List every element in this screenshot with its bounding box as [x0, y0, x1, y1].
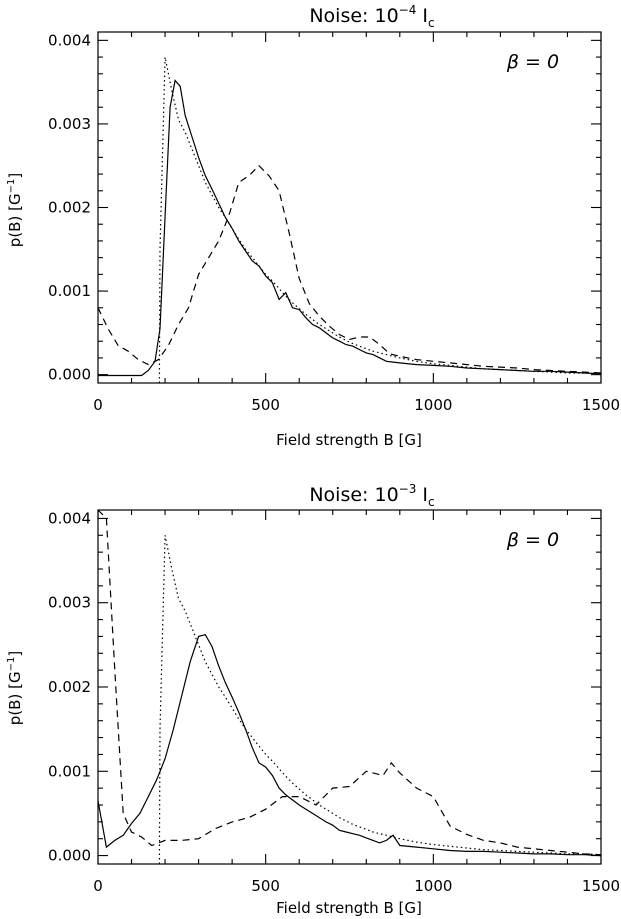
x-tick-label: 1000: [414, 396, 452, 414]
series-solid-line: [97, 634, 602, 857]
panel-top-frame: [97, 31, 602, 384]
panel-bottom: Noise: 10−3 Ic β = 0 Field strength B [G…: [6, 482, 620, 917]
panel-bottom-annotation: β = 0: [506, 529, 559, 551]
x-tick-label: 500: [251, 396, 280, 414]
x-tick-label: 0: [93, 396, 103, 414]
y-tick-label: 0.004: [48, 509, 91, 527]
x-tick-label: 500: [251, 877, 280, 895]
y-tick-label: 0.004: [48, 31, 91, 49]
panel-bottom-xlabel: Field strength B [G]: [276, 899, 422, 917]
y-tick-label: 0.001: [48, 762, 91, 780]
y-tick-label: 0.002: [48, 199, 91, 217]
y-tick-label: 0.000: [48, 847, 91, 865]
series-dashed-line: [97, 164, 602, 374]
x-tick-label: 0: [93, 877, 103, 895]
x-tick-label: 1000: [414, 877, 452, 895]
panel-top-title: Noise: 10−4 Ic: [309, 3, 434, 30]
panel-top-ticks: 0 500 1000 1500 0.000 0.001 0.002 0.003 0.004: [48, 31, 620, 414]
panel-top-annotation: β = 0: [506, 51, 559, 73]
panel-top-series: [97, 56, 602, 384]
x-tick-label: 1500: [582, 877, 620, 895]
panel-top-xlabel: Field strength B [G]: [276, 431, 422, 449]
x-tick-label: 1500: [582, 396, 620, 414]
y-tick-label: 0.003: [48, 594, 91, 612]
panel-bottom-ylabel: p(B) [G−1]: [6, 651, 24, 725]
series-dotted-line: [158, 535, 602, 865]
panel-bottom-title: Noise: 10−3 Ic: [309, 482, 434, 509]
y-tick-label: 0.000: [48, 366, 91, 384]
panel-bottom-frame: [97, 509, 602, 865]
series-solid-line: [98, 79, 602, 377]
y-tick-label: 0.002: [48, 678, 91, 696]
panel-bottom-ticks: 0 500 1000 1500 0.000 0.001 0.002 0.003 0.004: [48, 509, 620, 895]
series-dashed-line: [97, 509, 602, 856]
panel-bottom-series: [97, 509, 602, 865]
y-tick-label: 0.003: [48, 115, 91, 133]
panel-top: Noise: 10−4 Ic β = 0 Field strength B [G…: [6, 3, 620, 449]
y-tick-label: 0.001: [48, 282, 91, 300]
panel-top-ylabel: p(B) [G−1]: [6, 173, 24, 247]
series-dotted-line: [158, 56, 602, 384]
